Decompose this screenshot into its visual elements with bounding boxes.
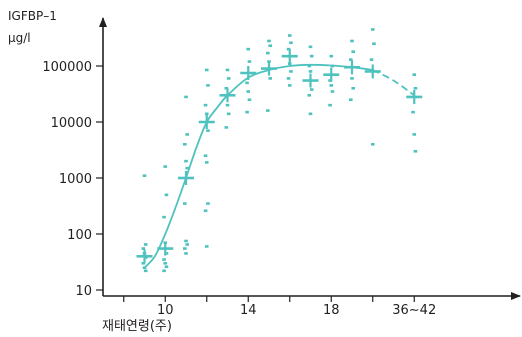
median-marker [302,73,319,88]
median-marker [136,249,153,264]
x-tick-label: 36∼42 [392,303,436,318]
y-tick-label: 1000 [59,172,92,187]
x-axis-label: 재태연령(주) [102,319,172,334]
median-markers [136,49,423,264]
x-tick-label: 14 [240,303,257,318]
y-axis-label-line1: IGFBP–1 [8,9,57,23]
y-axis-unit-label: μg/l [8,31,31,45]
fit-curves [143,63,415,269]
y-tick-label: 10000 [51,116,92,131]
scatter-points [141,28,418,273]
fit-curve-solid [143,63,373,269]
y-tick-label: 100000 [42,60,92,75]
median-marker [364,64,381,79]
x-tick-label: 18 [323,303,340,318]
median-marker [281,49,298,64]
y-tick-label: 100 [67,228,92,243]
x-axis-ticks: 10 14 18 36∼42 [123,296,436,318]
median-marker [157,241,174,256]
y-tick-label: 10 [75,284,92,299]
fit-curve-dashed [372,69,415,97]
x-tick-label: 10 [157,303,174,318]
y-axis-ticks: 10 100 1000 10000 100000 [42,60,103,299]
median-marker [323,67,340,82]
median-marker [406,89,423,104]
